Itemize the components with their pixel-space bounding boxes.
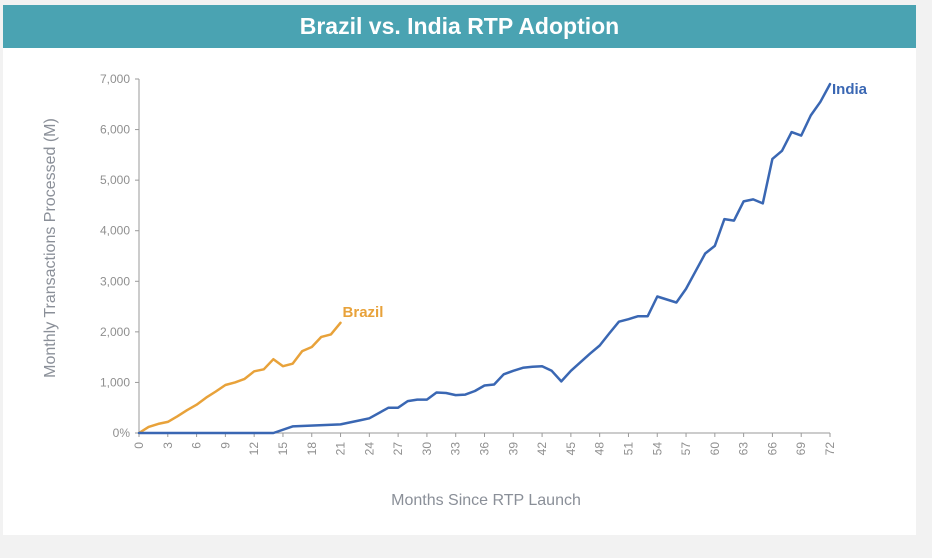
x-tick-label: 12 xyxy=(247,442,261,456)
x-tick-label: 48 xyxy=(593,442,607,456)
x-tick-label: 54 xyxy=(650,442,664,456)
chart-title: Brazil vs. India RTP Adoption xyxy=(3,5,916,48)
y-tick-label: 4,000 xyxy=(100,224,130,238)
x-tick-label: 42 xyxy=(535,442,549,456)
x-tick-label: 72 xyxy=(823,442,837,456)
series-line-india xyxy=(137,82,832,435)
y-tick-label: 2,000 xyxy=(100,325,130,339)
y-tick-label: 6,000 xyxy=(100,123,130,137)
x-tick-label: 3 xyxy=(161,442,175,449)
x-axis-title: Months Since RTP Launch xyxy=(391,492,581,509)
y-tick-label: 3,000 xyxy=(100,274,130,288)
x-tick-label: 0 xyxy=(132,442,146,449)
series-line-brazil xyxy=(137,321,342,435)
y-axis-title: Monthly Transactions Processed (M) xyxy=(42,118,59,378)
x-tick-label: 69 xyxy=(794,442,808,456)
x-tick-label: 33 xyxy=(449,442,463,456)
x-tick-label: 66 xyxy=(765,442,779,456)
x-tick-label: 45 xyxy=(564,442,578,456)
y-tick-label: 7,000 xyxy=(100,72,130,86)
x-tick-label: 36 xyxy=(478,442,492,456)
x-tick-label: 9 xyxy=(218,442,232,449)
x-tick-label: 60 xyxy=(708,442,722,456)
x-tick-label: 27 xyxy=(391,442,405,456)
x-tick-label: 21 xyxy=(334,442,348,456)
x-tick-label: 24 xyxy=(362,442,376,456)
x-tick-label: 18 xyxy=(305,442,319,456)
series-label-india: India xyxy=(832,81,868,98)
y-tick-label: 1,000 xyxy=(100,375,130,389)
y-tick-label: 0% xyxy=(113,426,131,440)
x-tick-label: 57 xyxy=(679,442,693,456)
x-tick-label: 51 xyxy=(621,442,635,456)
x-tick-label: 63 xyxy=(737,442,751,456)
series-label-brazil: Brazil xyxy=(343,304,384,321)
x-tick-label: 15 xyxy=(276,442,290,456)
x-tick-label: 6 xyxy=(190,442,204,449)
x-tick-label: 39 xyxy=(506,442,520,456)
chart-card: Brazil vs. India RTP Adoption xyxy=(3,5,916,535)
y-tick-label: 5,000 xyxy=(100,173,130,187)
x-tick-label: 30 xyxy=(420,442,434,456)
